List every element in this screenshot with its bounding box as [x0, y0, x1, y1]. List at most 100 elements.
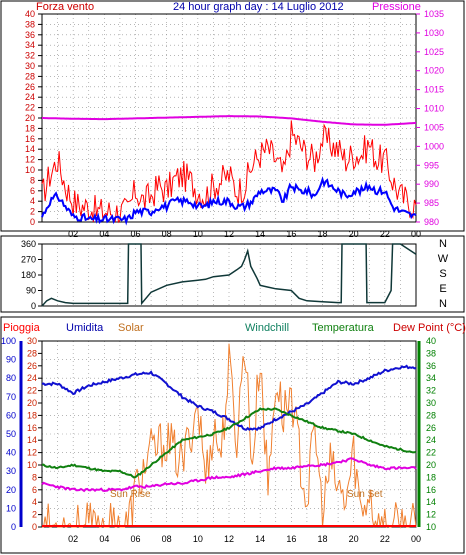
- legend-windchill: Windchill: [245, 322, 289, 334]
- y-tick-wind: 4: [30, 196, 35, 206]
- y-tick-rain: 10: [27, 460, 37, 470]
- x-tick-label: 00: [411, 534, 421, 544]
- y-tick-pressure: 1000: [424, 141, 444, 151]
- x-tick-label: 08: [162, 229, 172, 239]
- y-tick-wind: 40: [25, 9, 35, 19]
- y-tick-wind: 0: [30, 217, 35, 227]
- x-tick-label: 14: [255, 534, 265, 544]
- x-tick-label: 00: [411, 229, 421, 239]
- wind-max-line: [41, 120, 417, 224]
- wind-avg-line: [41, 176, 417, 226]
- legend-temperatura: Temperatura: [312, 322, 375, 334]
- y-tick-rain: 2: [32, 510, 37, 520]
- y-tick-humidity: 60: [6, 410, 16, 420]
- direction-panel-frame: [0, 235, 465, 313]
- x-tick-label: 18: [317, 229, 327, 239]
- direction-line: [41, 243, 417, 307]
- y-tick-temperature: 10: [426, 522, 436, 532]
- legend-pioggia: Pioggia: [3, 322, 41, 334]
- y-tick-pressure: 1005: [424, 122, 444, 132]
- y-tick-direction: 180: [21, 270, 36, 280]
- y-tick-pressure: 1020: [424, 66, 444, 76]
- y-tick-rain: 12: [27, 448, 37, 458]
- x-tick-label: 16: [286, 229, 296, 239]
- compass-label: W: [438, 253, 449, 265]
- y-tick-pressure: 1025: [424, 47, 444, 57]
- y-tick-temperature: 24: [426, 435, 436, 445]
- y-tick-wind: 10: [25, 165, 35, 175]
- y-tick-wind: 18: [25, 123, 35, 133]
- y-tick-wind: 22: [25, 103, 35, 113]
- y-tick-pressure: 985: [424, 198, 439, 208]
- y-tick-rain: 8: [32, 472, 37, 482]
- y-tick-temperature: 14: [426, 497, 436, 507]
- compass-label: E: [439, 283, 446, 295]
- y-tick-rain: 4: [32, 497, 37, 507]
- compass-label: N: [439, 238, 447, 250]
- y-tick-pressure: 990: [424, 179, 439, 189]
- tick-labels: 0246810121416182022242628303234363840980…: [1, 9, 449, 544]
- dewpoint-line: [41, 457, 417, 493]
- y-tick-rain: 26: [27, 361, 37, 371]
- y-tick-humidity: 40: [6, 448, 16, 458]
- y-tick-temperature: 32: [426, 386, 436, 396]
- y-tick-temperature: 18: [426, 472, 436, 482]
- pressure-axis-label: Pressione: [372, 1, 421, 13]
- x-tick-label: 10: [193, 534, 203, 544]
- y-tick-temperature: 26: [426, 423, 436, 433]
- series-layer: [41, 115, 417, 529]
- x-tick-label: 04: [99, 534, 109, 544]
- x-tick-label: 02: [68, 229, 78, 239]
- y-tick-pressure: 1030: [424, 28, 444, 38]
- y-tick-wind: 36: [25, 30, 35, 40]
- y-tick-temperature: 40: [426, 336, 436, 346]
- y-tick-pressure: 995: [424, 160, 439, 170]
- y-tick-wind: 2: [30, 207, 35, 217]
- y-tick-humidity: 0: [11, 522, 16, 532]
- y-tick-direction: 90: [26, 286, 36, 296]
- y-tick-wind: 12: [25, 155, 35, 165]
- x-tick-label: 06: [130, 229, 140, 239]
- y-tick-wind: 38: [25, 19, 35, 29]
- x-tick-label: 12: [224, 534, 234, 544]
- y-tick-direction: 0: [31, 301, 36, 311]
- y-tick-rain: 0: [32, 522, 37, 532]
- y-tick-pressure: 980: [424, 217, 439, 227]
- y-tick-temperature: 28: [426, 410, 436, 420]
- x-tick-label: 08: [162, 534, 172, 544]
- y-tick-humidity: 70: [6, 392, 16, 402]
- legend-solar: Solar: [118, 322, 144, 334]
- y-tick-humidity: 30: [6, 466, 16, 476]
- y-tick-humidity: 80: [6, 373, 16, 383]
- legend-umidita: Umidita: [66, 322, 104, 334]
- y-tick-wind: 30: [25, 61, 35, 71]
- y-tick-wind: 16: [25, 134, 35, 144]
- x-tick-label: 02: [68, 534, 78, 544]
- x-tick-label: 06: [130, 534, 140, 544]
- y-tick-temperature: 12: [426, 510, 436, 520]
- y-tick-rain: 16: [27, 423, 37, 433]
- y-tick-wind: 32: [25, 51, 35, 61]
- y-tick-rain: 6: [32, 485, 37, 495]
- x-tick-label: 04: [99, 229, 109, 239]
- y-tick-wind: 6: [30, 186, 35, 196]
- x-tick-label: 18: [317, 534, 327, 544]
- y-tick-wind: 26: [25, 82, 35, 92]
- y-tick-rain: 14: [27, 435, 37, 445]
- x-tick-label: 10: [193, 229, 203, 239]
- x-tick-label: 20: [349, 229, 359, 239]
- sunrise-annotation: Sun Rise: [110, 489, 151, 500]
- y-tick-humidity: 10: [6, 503, 16, 513]
- x-tick-label: 22: [380, 229, 390, 239]
- y-tick-pressure: 1035: [424, 9, 444, 19]
- y-tick-rain: 28: [27, 348, 37, 358]
- y-tick-humidity: 90: [6, 355, 16, 365]
- wind-axis-label: Forza vento: [36, 1, 94, 13]
- y-tick-wind: 14: [25, 144, 35, 154]
- top-panel-frame: [0, 0, 465, 232]
- bottom-panel-frame: [0, 316, 465, 554]
- x-tick-label: 20: [349, 534, 359, 544]
- compass-label: S: [439, 268, 446, 280]
